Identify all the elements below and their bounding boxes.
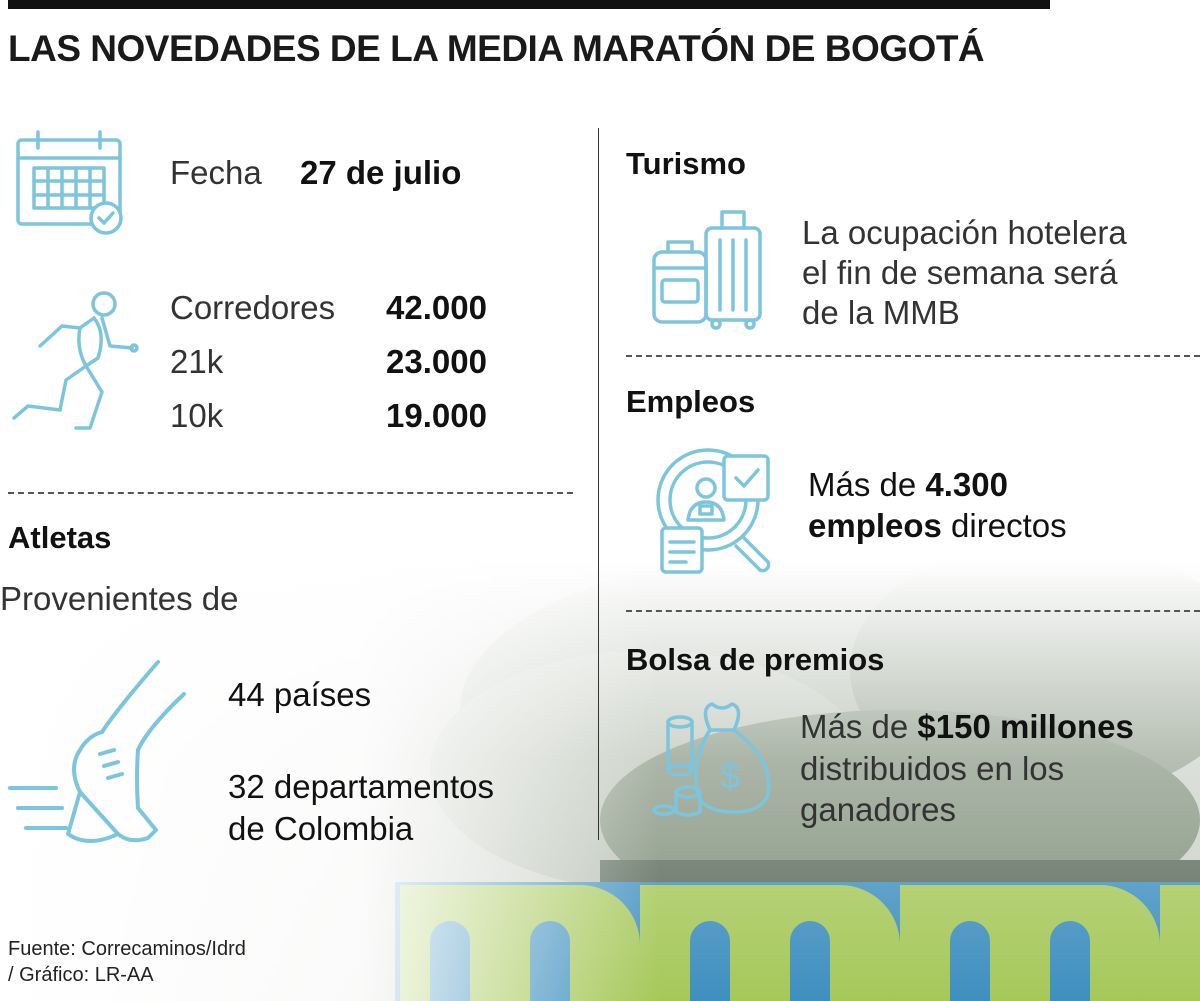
- empleos-heading: Empleos: [626, 384, 756, 419]
- column-divider: [598, 128, 599, 840]
- 10k-label: 10k: [170, 397, 224, 434]
- empleos-number: 4.300: [925, 466, 1008, 503]
- section-divider: [626, 610, 1200, 612]
- 21k-label: 21k: [170, 343, 224, 380]
- svg-text:$: $: [720, 755, 740, 796]
- empleos-suffix: directos: [941, 507, 1067, 544]
- premios-line1: Más de $150 millones: [800, 708, 1134, 746]
- premios-amount: $150 millones: [917, 708, 1134, 745]
- luggage-icon: [648, 206, 766, 330]
- turismo-line1: La ocupación hotelera: [802, 214, 1127, 251]
- running-shoe-icon: [8, 658, 192, 852]
- calendar-check-icon: [14, 128, 126, 236]
- background-photo: [0, 560, 1200, 1001]
- turismo-heading: Turismo: [626, 146, 746, 181]
- premios-heading: Bolsa de premios: [626, 642, 885, 677]
- empleos-line2: empleos directos: [808, 507, 1067, 545]
- atletas-subheading: Provenientes de: [0, 580, 239, 617]
- atletas-heading: Atletas: [8, 520, 112, 555]
- fecha-label: Fecha: [170, 154, 262, 191]
- corredores-value: 42.000: [386, 289, 487, 326]
- page-title: LAS NOVEDADES DE LA MEDIA MARATÓN DE BOG…: [8, 28, 985, 69]
- turismo-line3: de la MMB: [802, 294, 960, 331]
- runner-icon: [6, 288, 146, 436]
- job-search-icon: [648, 440, 778, 574]
- empleos-line1: Más de 4.300: [808, 466, 1008, 504]
- corredores-label: Corredores: [170, 289, 336, 326]
- section-divider: [8, 492, 573, 494]
- section-divider: [626, 355, 1200, 357]
- departamentos-line2: de Colombia: [228, 810, 414, 847]
- money-bag-icon: $: [650, 700, 774, 824]
- turismo-line2: el fin de semana será: [802, 254, 1118, 291]
- source-credit: Fuente: Correcaminos/Idrd / Gráfico: LR-…: [8, 936, 246, 988]
- empleos-bold-word: empleos: [808, 507, 942, 544]
- source-line1: Fuente: Correcaminos/Idrd: [8, 938, 246, 960]
- premios-line2: distribuidos en los: [800, 750, 1065, 787]
- top-rule: [8, 0, 1050, 9]
- departamentos-line1: 32 departamentos: [228, 768, 495, 805]
- paises-text: 44 países: [228, 676, 372, 713]
- premios-line3: ganadores: [800, 791, 956, 828]
- 10k-value: 19.000: [386, 397, 487, 434]
- premios-prefix: Más de: [800, 708, 918, 745]
- source-line2: / Gráfico: LR-AA: [8, 964, 154, 986]
- empleos-prefix: Más de: [808, 466, 926, 503]
- fecha-value: 27 de julio: [300, 154, 462, 191]
- 21k-value: 23.000: [386, 343, 487, 380]
